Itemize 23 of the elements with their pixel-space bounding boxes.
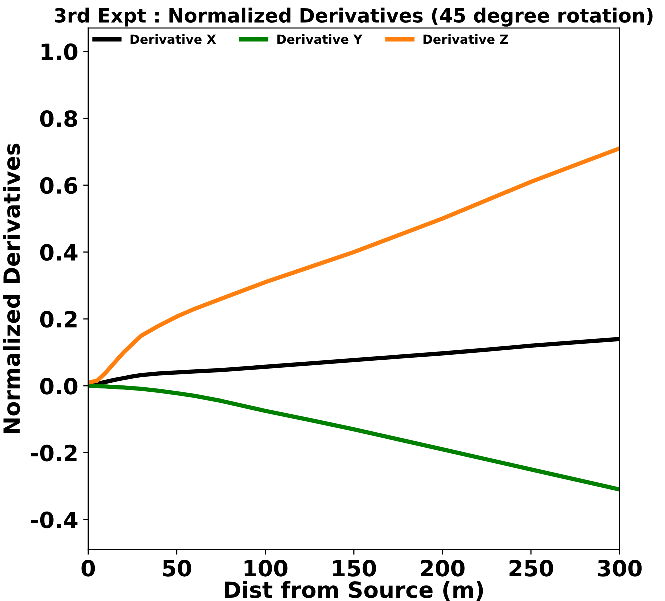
y-tick-label: 0.6 [40,177,78,194]
x-tick-label: 150 [333,560,376,577]
x-tick-label: 50 [163,560,192,577]
x-tick-label: 0 [82,560,96,577]
chart-title: 3rd Expt : Normalized Derivatives (45 degree rotation) [55,8,653,27]
y-tick-label: 0.2 [40,311,77,328]
x-tick-label: 100 [244,560,288,577]
legend-label: Derivative X [130,34,216,44]
y-tick-label: 0.4 [40,244,78,262]
x-tick-label: 250 [510,560,554,577]
line-series [88,146,620,385]
y-tick-label: -0.4 [31,512,78,529]
legend-label: Derivative Z [424,34,508,44]
y-tick-label: 0.0 [40,378,78,395]
y-tick-label: 0.8 [40,110,78,128]
y-tick-label: 1.0 [42,44,78,60]
y-axis-title: Normalized Derivatives [3,144,20,434]
x-tick-label: 200 [421,560,465,577]
x-tick-label: 300 [598,560,642,577]
legend-label: Derivative Y [278,34,363,44]
x-axis-title: Dist from Source (m) [225,581,484,601]
line-series [88,384,620,492]
y-tick-label: -0.2 [31,444,77,462]
